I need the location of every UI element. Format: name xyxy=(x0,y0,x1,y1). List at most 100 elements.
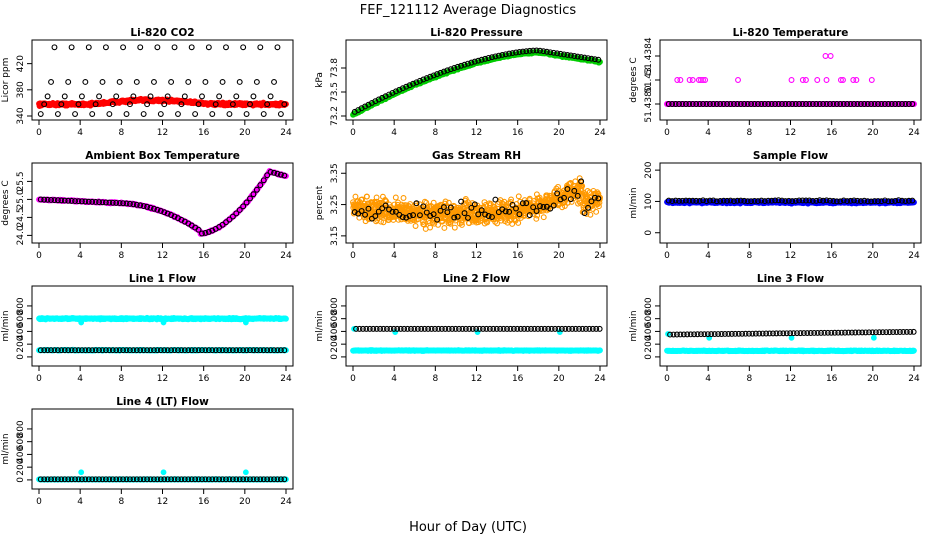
data-point xyxy=(72,198,79,204)
x-tick-label: 0 xyxy=(350,128,356,138)
data-point xyxy=(676,197,682,204)
data-point xyxy=(823,77,830,83)
y-axis-label: degrees C xyxy=(1,180,11,225)
data-point xyxy=(161,347,168,354)
data-point xyxy=(41,196,48,203)
data-point xyxy=(416,77,423,84)
data-point xyxy=(85,44,92,51)
y-tick-label: 25.5 xyxy=(16,171,26,191)
data-point xyxy=(144,203,151,210)
data-point xyxy=(677,77,684,83)
x-tick-label: 8 xyxy=(118,251,124,261)
data-point xyxy=(250,347,257,354)
data-point xyxy=(676,101,682,107)
data-point xyxy=(515,220,522,226)
figure-title: FEF_121112 Average Diagnostics xyxy=(360,3,577,18)
data-point xyxy=(178,347,185,354)
data-point xyxy=(144,101,151,108)
data-point xyxy=(123,111,130,117)
data-point xyxy=(126,101,133,108)
data-point xyxy=(185,347,192,354)
data-point xyxy=(478,207,485,214)
data-point xyxy=(216,93,223,100)
data-point xyxy=(853,77,860,83)
data-point xyxy=(420,203,427,210)
data-point xyxy=(885,198,892,205)
data-point xyxy=(144,347,151,354)
x-tick-label: 8 xyxy=(118,374,124,384)
data-point xyxy=(554,50,561,57)
data-point xyxy=(58,347,65,354)
data-point xyxy=(386,91,393,98)
data-point xyxy=(106,111,113,117)
data-point xyxy=(888,198,895,205)
data-point xyxy=(720,197,727,204)
data-point xyxy=(700,77,706,83)
data-point xyxy=(151,205,157,212)
data-point xyxy=(885,101,892,107)
data-point xyxy=(389,208,396,215)
data-point xyxy=(847,101,854,107)
data-point xyxy=(277,171,284,178)
data-point xyxy=(909,197,916,204)
data-point xyxy=(540,204,547,210)
x-axis: 0 4 8 12 16 20 24 xyxy=(350,243,606,261)
data-point xyxy=(557,50,564,57)
data-point xyxy=(686,77,693,83)
data-point xyxy=(106,347,113,354)
data-point xyxy=(513,49,519,56)
data-point xyxy=(44,196,51,203)
data-point xyxy=(543,48,550,55)
data-point xyxy=(168,212,175,218)
data-point xyxy=(226,111,233,117)
data-point xyxy=(788,77,795,83)
data-point xyxy=(814,77,821,83)
x-tick-label: 4 xyxy=(705,251,711,261)
data-point xyxy=(257,182,264,189)
data-point xyxy=(61,93,68,100)
x-axis: 0 4 8 12 16 20 24 xyxy=(36,366,292,384)
y-axis: 24.024.525.025.5 xyxy=(16,171,32,245)
data-point xyxy=(89,198,96,205)
data-point xyxy=(271,169,277,176)
x-tick-label: 12 xyxy=(157,374,168,384)
data-point xyxy=(830,198,837,204)
data-point xyxy=(209,111,216,117)
data-point xyxy=(506,50,513,57)
y-tick-label: 24.0 xyxy=(16,225,26,245)
data-point xyxy=(109,347,116,354)
data-point xyxy=(465,214,471,221)
data-point xyxy=(41,347,48,354)
data-point xyxy=(844,198,851,205)
data-point xyxy=(698,77,704,83)
data-point xyxy=(785,101,792,107)
data-point xyxy=(216,347,223,354)
data-point xyxy=(407,201,414,207)
data-point xyxy=(706,101,713,107)
data-point xyxy=(751,197,758,204)
x-tick-label: 0 xyxy=(664,128,670,138)
data-point xyxy=(82,347,89,354)
data-point xyxy=(892,197,899,204)
data-point xyxy=(717,198,724,204)
data-point xyxy=(253,347,260,354)
data-point xyxy=(576,175,583,182)
data-point xyxy=(212,101,219,108)
series-1 xyxy=(350,175,603,232)
data-point xyxy=(881,197,888,204)
data-point xyxy=(250,93,257,100)
data-point xyxy=(881,101,888,107)
data-point xyxy=(820,197,827,204)
data-point xyxy=(840,101,847,107)
y-tick-label: 73.5 xyxy=(330,82,340,102)
data-point xyxy=(175,347,181,354)
data-point xyxy=(96,347,103,354)
data-point xyxy=(674,77,681,83)
data-point xyxy=(205,44,212,51)
data-point xyxy=(806,197,813,204)
data-point xyxy=(420,76,427,83)
data-point xyxy=(137,202,144,209)
